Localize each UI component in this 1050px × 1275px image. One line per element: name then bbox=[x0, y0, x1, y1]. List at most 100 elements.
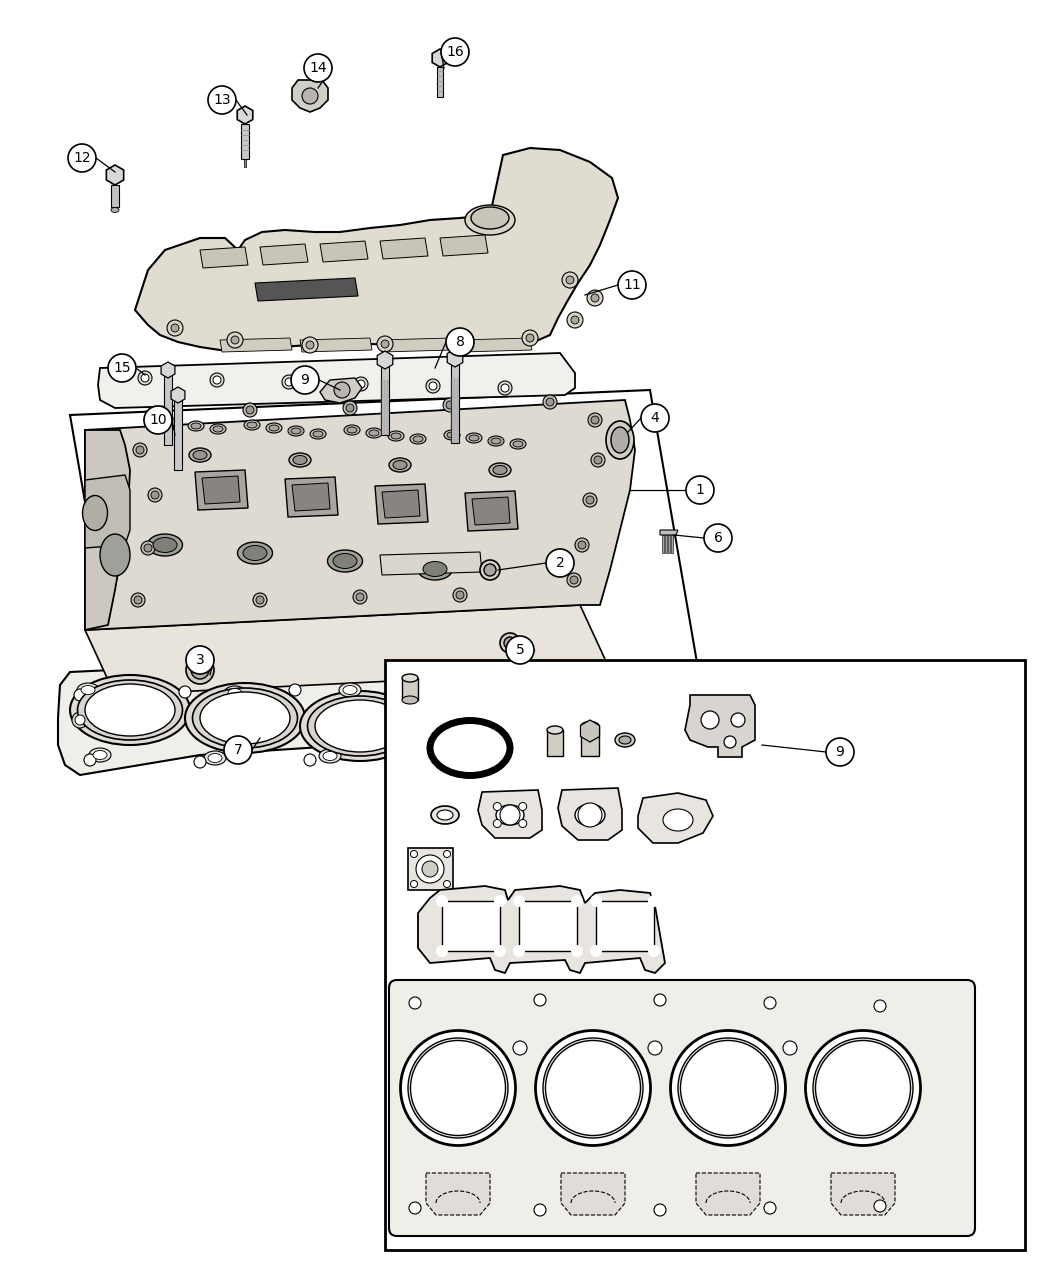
Circle shape bbox=[504, 680, 516, 691]
Circle shape bbox=[108, 354, 136, 382]
Text: 8: 8 bbox=[456, 335, 464, 349]
Circle shape bbox=[289, 683, 301, 696]
Ellipse shape bbox=[611, 427, 629, 453]
Text: 9: 9 bbox=[300, 374, 310, 388]
Circle shape bbox=[504, 638, 516, 649]
Circle shape bbox=[141, 374, 149, 382]
Ellipse shape bbox=[228, 688, 242, 697]
Circle shape bbox=[654, 1204, 666, 1216]
Ellipse shape bbox=[191, 423, 201, 428]
Ellipse shape bbox=[437, 810, 453, 820]
Polygon shape bbox=[440, 235, 488, 256]
Circle shape bbox=[446, 328, 474, 356]
Ellipse shape bbox=[147, 417, 157, 423]
Ellipse shape bbox=[471, 207, 509, 230]
Ellipse shape bbox=[671, 1030, 785, 1145]
Bar bbox=[581, 725, 598, 756]
Polygon shape bbox=[638, 793, 713, 843]
Circle shape bbox=[410, 1202, 421, 1214]
Circle shape bbox=[567, 572, 581, 586]
Ellipse shape bbox=[83, 496, 107, 530]
Circle shape bbox=[587, 289, 603, 306]
Polygon shape bbox=[237, 106, 253, 124]
Circle shape bbox=[136, 446, 144, 454]
Circle shape bbox=[546, 398, 554, 405]
Circle shape bbox=[151, 491, 159, 499]
Ellipse shape bbox=[816, 1040, 910, 1136]
Circle shape bbox=[571, 945, 583, 958]
Ellipse shape bbox=[549, 743, 571, 757]
Circle shape bbox=[494, 945, 506, 958]
Circle shape bbox=[304, 754, 316, 766]
Ellipse shape bbox=[189, 448, 211, 462]
Text: 11: 11 bbox=[623, 278, 640, 292]
Ellipse shape bbox=[313, 431, 323, 437]
Ellipse shape bbox=[269, 425, 279, 431]
Circle shape bbox=[429, 382, 437, 390]
Circle shape bbox=[686, 476, 714, 504]
Ellipse shape bbox=[185, 683, 304, 754]
Circle shape bbox=[441, 38, 469, 66]
Polygon shape bbox=[255, 278, 358, 301]
Circle shape bbox=[874, 1000, 886, 1012]
Circle shape bbox=[498, 381, 512, 395]
Ellipse shape bbox=[410, 434, 426, 444]
Polygon shape bbox=[460, 338, 532, 352]
Polygon shape bbox=[320, 241, 368, 261]
Bar bbox=[668, 536, 670, 553]
Polygon shape bbox=[300, 338, 372, 352]
Polygon shape bbox=[465, 491, 518, 530]
Polygon shape bbox=[685, 695, 755, 757]
Bar bbox=[662, 536, 664, 553]
Circle shape bbox=[456, 338, 464, 346]
Circle shape bbox=[436, 945, 448, 958]
Ellipse shape bbox=[606, 421, 634, 459]
Circle shape bbox=[506, 636, 534, 664]
Circle shape bbox=[134, 595, 142, 604]
Polygon shape bbox=[85, 400, 635, 630]
Bar bbox=[519, 901, 578, 951]
Circle shape bbox=[543, 395, 556, 409]
Ellipse shape bbox=[496, 805, 524, 825]
Ellipse shape bbox=[366, 428, 382, 439]
Ellipse shape bbox=[536, 1030, 651, 1145]
Circle shape bbox=[334, 382, 350, 398]
Circle shape bbox=[208, 85, 236, 113]
Ellipse shape bbox=[663, 810, 693, 831]
Ellipse shape bbox=[192, 688, 297, 748]
Text: 6: 6 bbox=[714, 530, 722, 544]
Ellipse shape bbox=[244, 419, 260, 430]
Text: 9: 9 bbox=[836, 745, 844, 759]
Polygon shape bbox=[171, 388, 185, 403]
Ellipse shape bbox=[333, 553, 357, 569]
Ellipse shape bbox=[391, 434, 401, 439]
Circle shape bbox=[213, 376, 220, 384]
Circle shape bbox=[522, 330, 538, 346]
Circle shape bbox=[513, 895, 525, 907]
Ellipse shape bbox=[430, 708, 520, 760]
Circle shape bbox=[500, 805, 520, 825]
Ellipse shape bbox=[153, 538, 177, 552]
Circle shape bbox=[534, 994, 546, 1006]
Polygon shape bbox=[380, 238, 428, 259]
Circle shape bbox=[480, 560, 500, 580]
Polygon shape bbox=[85, 430, 130, 630]
Ellipse shape bbox=[438, 748, 452, 757]
Ellipse shape bbox=[402, 674, 418, 682]
Polygon shape bbox=[106, 164, 124, 185]
Ellipse shape bbox=[293, 455, 307, 464]
Ellipse shape bbox=[369, 430, 379, 436]
Ellipse shape bbox=[444, 430, 460, 440]
Ellipse shape bbox=[289, 453, 311, 467]
Circle shape bbox=[578, 803, 602, 827]
Ellipse shape bbox=[81, 686, 94, 695]
Ellipse shape bbox=[615, 733, 635, 747]
Ellipse shape bbox=[319, 748, 341, 762]
Circle shape bbox=[567, 312, 583, 328]
Bar bbox=[402, 678, 418, 700]
Circle shape bbox=[704, 524, 732, 552]
Circle shape bbox=[186, 646, 214, 674]
Circle shape bbox=[569, 676, 581, 688]
Ellipse shape bbox=[388, 458, 411, 472]
Ellipse shape bbox=[310, 428, 326, 439]
